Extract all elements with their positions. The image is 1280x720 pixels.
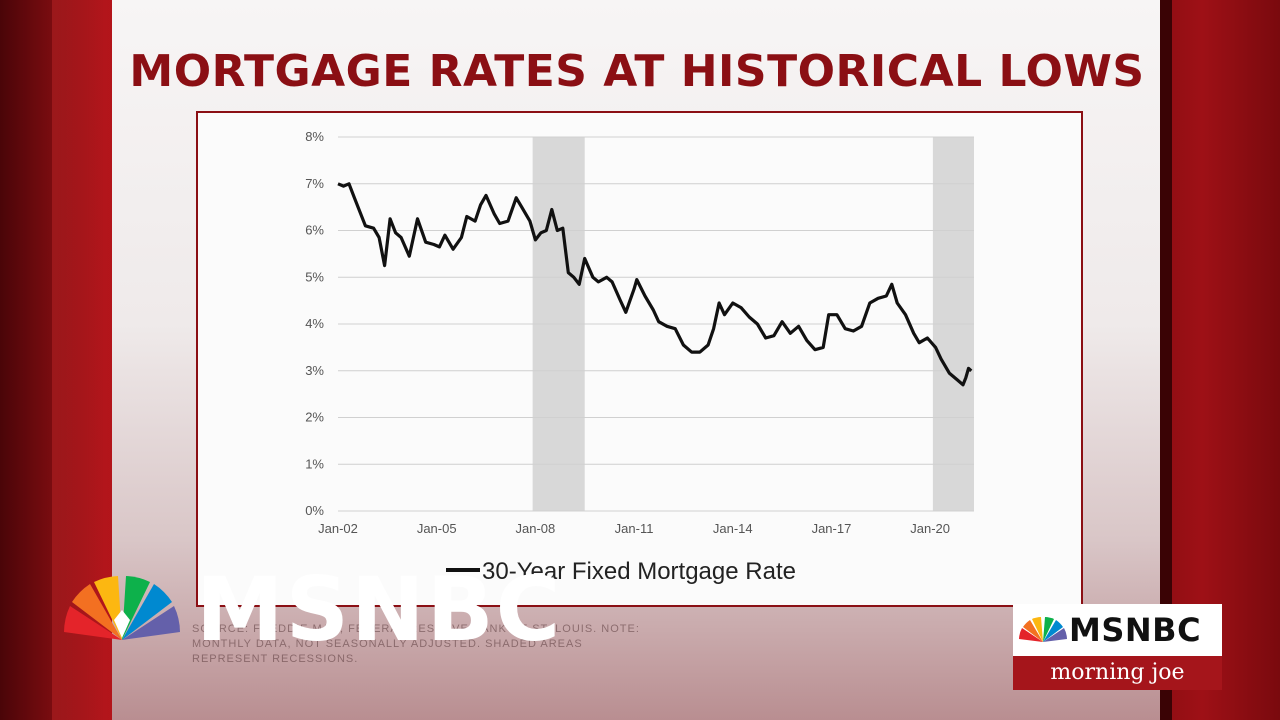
y-tick-label: 4% <box>305 316 324 331</box>
y-tick-label: 8% <box>305 129 324 144</box>
x-tick-label: Jan-14 <box>713 521 753 536</box>
nbc-peacock-small-icon <box>1019 617 1067 642</box>
source-note: SOURCE: FREDDIE MAC, FEDERAL RESERVE BAN… <box>192 623 640 665</box>
bug-show: morning joe <box>1013 656 1222 690</box>
y-tick-label: 2% <box>305 410 324 425</box>
y-tick-label: 6% <box>305 223 324 238</box>
legend-label: 30-Year Fixed Mortgage Rate <box>482 558 796 585</box>
background-right-band <box>1160 0 1172 720</box>
x-tick-label: Jan-02 <box>318 521 358 536</box>
msnbc-watermark-text: MSNBC <box>196 558 563 661</box>
x-tick-label: Jan-20 <box>910 521 950 536</box>
nbc-peacock-icon <box>64 576 180 640</box>
bug-show-label: morning joe <box>1050 660 1185 685</box>
chart-title: MORTGAGE RATES AT HISTORICAL LOWS <box>129 46 1145 97</box>
y-tick-label: 0% <box>305 503 324 518</box>
bug-network-label: MSNBC <box>1069 611 1202 649</box>
msnbc-watermark <box>64 576 180 640</box>
x-tick-label: Jan-08 <box>516 521 556 536</box>
series-line <box>337 182 973 387</box>
y-tick-label: 7% <box>305 176 324 191</box>
y-tick-label: 3% <box>305 363 324 378</box>
bug-network: MSNBC <box>1013 604 1222 654</box>
mortgage-rate-chart: 0% 1% 2% 3% 4% 5% 6% 7% 8% Jan-02 Jan-05 Jan-08 Jan-… <box>305 129 974 585</box>
x-tick-label: Jan-05 <box>417 521 457 536</box>
y-tick-label: 1% <box>305 456 324 471</box>
x-tick-label: Jan-17 <box>812 521 852 536</box>
x-tick-label: Jan-11 <box>615 521 654 536</box>
chart-card: 0% 1% 2% 3% 4% 5% 6% 7% 8% Jan-02 Jan-05 Jan-08 Jan-… <box>196 111 1083 607</box>
y-tick-label: 5% <box>305 269 324 284</box>
show-bug: MSNBC morning joe <box>1013 604 1222 690</box>
